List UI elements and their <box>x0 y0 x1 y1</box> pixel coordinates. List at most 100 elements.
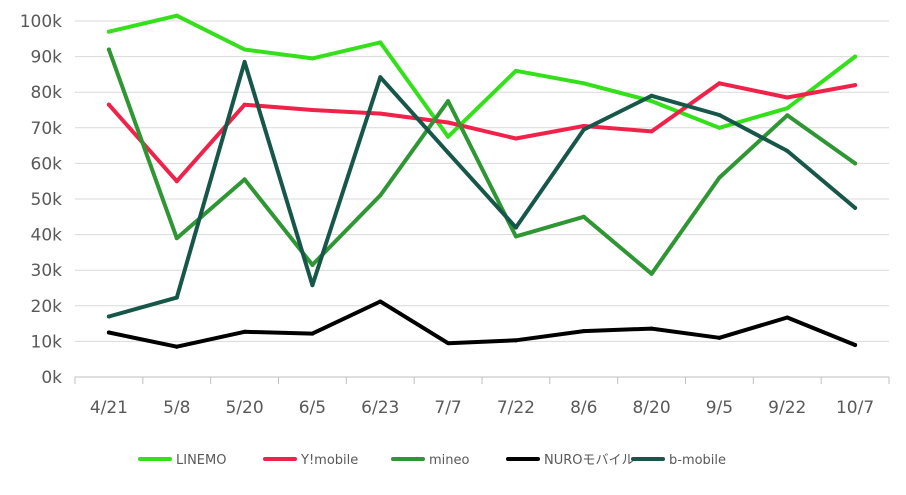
data-point <box>785 315 790 320</box>
data-point <box>242 177 247 182</box>
data-point <box>649 271 654 276</box>
series-lines <box>106 13 858 349</box>
y-tick-label: 40k <box>31 226 63 246</box>
data-point <box>106 29 111 34</box>
data-point <box>106 330 111 335</box>
data-point <box>174 344 179 349</box>
data-point <box>310 56 315 61</box>
x-tick-label: 5/20 <box>225 398 263 418</box>
legend-label: Y!mobile <box>300 453 358 468</box>
x-tick-label: 7/22 <box>497 398 535 418</box>
x-tick-label: 6/5 <box>299 398 326 418</box>
data-point <box>310 262 315 267</box>
x-tick-label: 4/21 <box>90 398 128 418</box>
x-axis: 4/21 5/8 5/20 6/5 6/23 7/7 7/22 8/6 8/20 9/5 9/22 1… <box>74 376 890 418</box>
gridlines <box>75 20 889 342</box>
y-tick-label: 60k <box>31 154 63 174</box>
data-point <box>174 295 179 300</box>
data-point <box>853 83 858 88</box>
data-point <box>853 54 858 59</box>
data-point <box>513 338 518 343</box>
data-point <box>581 329 586 334</box>
data-point <box>717 81 722 86</box>
y-tick-label: 50k <box>31 190 63 210</box>
x-tick-label: 7/7 <box>434 398 461 418</box>
legend-item: mineo <box>391 453 470 468</box>
y-tick-label: 100k <box>20 12 62 32</box>
y-tick-label: 30k <box>31 261 63 281</box>
y-axis-ticks: 0k 10k 20k 30k 40k 50k 60k 70k 80k 90k 100k <box>20 12 62 388</box>
data-point <box>106 102 111 107</box>
y-tick-label: 0k <box>41 368 62 388</box>
data-point <box>378 75 383 80</box>
legend: LINEMO Y!mobile mineo NUROモバイル b-mobile <box>138 453 726 468</box>
series-line-Y!mobile <box>106 81 858 184</box>
data-point <box>785 113 790 118</box>
series-line-b-mobile <box>106 59 858 319</box>
data-point <box>242 59 247 64</box>
data-point <box>785 148 790 153</box>
data-point <box>785 106 790 111</box>
data-point <box>513 234 518 239</box>
data-point <box>174 179 179 184</box>
legend-label: NUROモバイル <box>544 453 635 468</box>
data-point <box>310 108 315 112</box>
data-point <box>785 95 790 100</box>
data-point <box>853 161 858 166</box>
data-point <box>717 112 722 117</box>
series-line-mineo <box>106 47 858 276</box>
y-tick-label: 90k <box>31 48 63 68</box>
data-point <box>242 102 247 107</box>
x-tick-label: 6/23 <box>361 398 399 418</box>
data-point <box>649 93 654 98</box>
data-point <box>717 125 722 130</box>
data-point <box>446 341 451 346</box>
data-point <box>378 40 383 45</box>
data-point <box>649 326 654 331</box>
data-point <box>581 214 586 219</box>
data-point <box>310 331 315 336</box>
data-point <box>717 335 722 340</box>
data-point <box>513 68 518 73</box>
x-tick-label: 10/7 <box>836 398 874 418</box>
data-point <box>513 225 518 230</box>
y-tick-label: 20k <box>31 297 63 317</box>
x-tick-label: 5/8 <box>163 398 190 418</box>
x-tick-label: 9/5 <box>706 398 733 418</box>
legend-item: Y!mobile <box>263 453 358 468</box>
data-point <box>378 193 383 198</box>
legend-item: b-mobile <box>631 453 726 468</box>
data-point <box>106 47 111 52</box>
data-point <box>106 314 111 319</box>
data-point <box>446 150 451 155</box>
x-tick-label: 8/20 <box>632 398 670 418</box>
data-point <box>581 127 586 132</box>
data-point <box>853 205 858 210</box>
x-tick-label: 9/22 <box>768 398 806 418</box>
data-point <box>378 111 383 116</box>
legend-item: LINEMO <box>138 453 226 468</box>
y-tick-label: 70k <box>31 119 63 139</box>
data-point <box>174 236 179 241</box>
data-point <box>717 175 722 180</box>
legend-label: LINEMO <box>176 453 226 468</box>
data-point <box>513 136 518 141</box>
data-point <box>310 283 315 288</box>
data-point <box>242 329 247 334</box>
series-line-NUROモバイル <box>106 299 858 349</box>
x-tick-label: 8/6 <box>570 398 597 418</box>
data-point <box>174 13 179 18</box>
legend-label: b-mobile <box>669 453 726 468</box>
data-point <box>378 299 383 304</box>
y-tick-label: 80k <box>31 83 63 103</box>
y-tick-label: 10k <box>31 332 63 352</box>
series-line-LINEMO <box>106 13 858 139</box>
data-point <box>242 47 247 52</box>
data-point <box>649 129 654 134</box>
legend-label: mineo <box>429 453 470 468</box>
data-point <box>446 99 451 104</box>
data-point <box>853 342 858 347</box>
legend-item: NUROモバイル <box>506 453 635 468</box>
